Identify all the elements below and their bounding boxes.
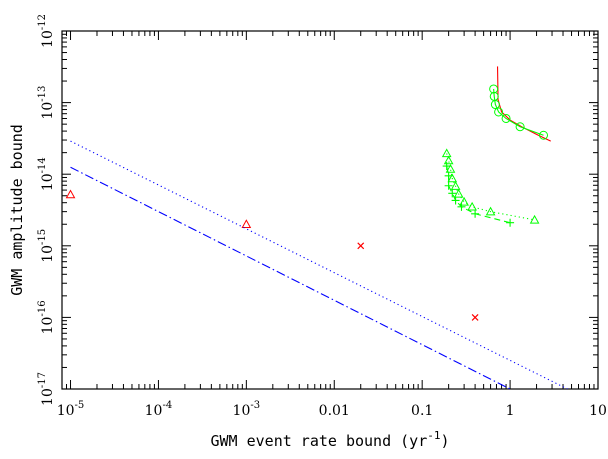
- plus-point: [506, 218, 515, 227]
- y-tick-label: 10-13: [37, 86, 56, 120]
- x-tick-label: 10-5: [57, 400, 85, 419]
- y-tick-label: 10-16: [37, 300, 56, 334]
- series-line-solid: [496, 66, 551, 142]
- x-tick-label: 10-4: [145, 400, 173, 419]
- x-tick-label: 10-3: [233, 400, 261, 419]
- plus-point: [444, 171, 453, 180]
- triangle-point: [529, 214, 540, 224]
- x-tick-label: 0.01: [319, 403, 350, 419]
- tick-labels: 10-5 10-4 10-3 0.01 0.1 1 10 10-17 10-16 10-15 10-…: [37, 14, 607, 419]
- triangle-point: [65, 189, 76, 199]
- triangle-point: [467, 201, 477, 211]
- x-tick-label: 10: [589, 403, 607, 419]
- triangle-point: [447, 173, 458, 183]
- circle-point: [494, 107, 504, 117]
- series-line-solid: [493, 88, 544, 136]
- x-tick-label: 0.1: [411, 403, 433, 419]
- plus-point: [448, 189, 457, 198]
- y-tick-label: 10-14: [37, 157, 56, 191]
- triangle-point: [485, 206, 496, 216]
- circle-point: [539, 130, 549, 140]
- triangle-point: [241, 219, 252, 228]
- y-tick-label: 10-15: [37, 229, 56, 263]
- axis-ticks: [61, 30, 599, 390]
- plus-point: [444, 181, 453, 190]
- x-tick-label: 1: [506, 403, 515, 419]
- plus-point: [471, 209, 480, 218]
- triangle-point: [441, 148, 452, 158]
- plot-area-frame: [61, 30, 599, 390]
- y-axis-title: GWM amplitude bound: [8, 124, 26, 296]
- triangle-point: [443, 155, 454, 165]
- series-line-dotted: [446, 153, 535, 221]
- circle-point: [515, 122, 525, 132]
- cross-point: [357, 242, 365, 250]
- series-line-dashdot: [70, 166, 511, 389]
- circle-point: [489, 84, 499, 94]
- plus-point: [442, 162, 451, 171]
- circle-point: [490, 100, 500, 110]
- series-line-dotted: [70, 140, 568, 389]
- triangle-point: [445, 164, 456, 173]
- triangle-point: [450, 181, 461, 190]
- x-axis-title: GWM event rate bound (yr-1): [210, 429, 449, 450]
- y-tick-label: 10-12: [37, 14, 56, 48]
- y-tick-label: 10-17: [37, 372, 56, 406]
- series-layer: [65, 66, 568, 389]
- triangle-point: [453, 188, 464, 198]
- data-marks: [65, 66, 568, 389]
- plus-point: [457, 202, 466, 211]
- cross-point: [471, 313, 479, 321]
- plus-point: [451, 196, 460, 205]
- triangle-point: [459, 196, 469, 206]
- circle-point: [501, 113, 511, 123]
